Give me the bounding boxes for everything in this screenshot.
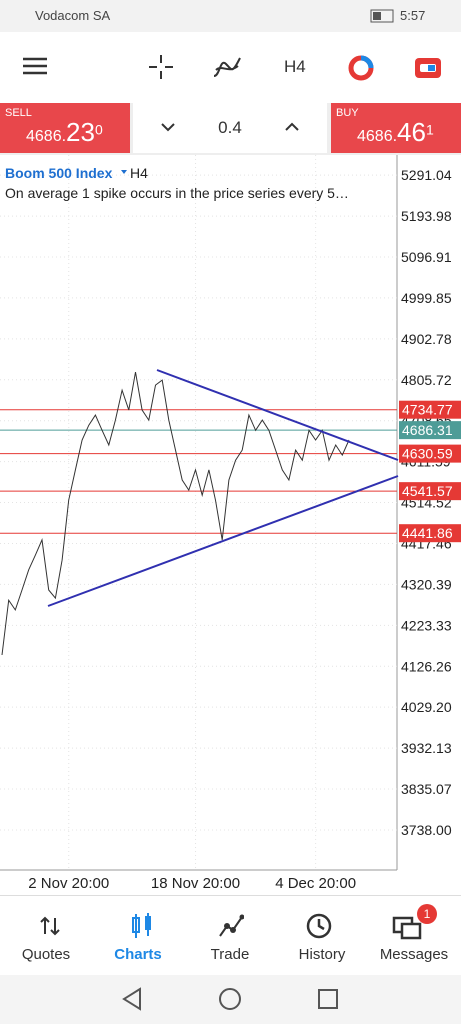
y-tick-label: 3835.07 (401, 781, 452, 797)
sell-price-main: 4686. (26, 128, 67, 145)
x-tick-label: 2 Nov 20:00 (28, 875, 109, 892)
messages-icon[interactable] (392, 910, 432, 942)
price-level-label: 4734.77 (402, 402, 453, 418)
price-level-tag (399, 421, 461, 440)
clock: 5:57 (400, 8, 426, 23)
y-tick-label: 4223.33 (401, 617, 452, 633)
status-bar: Vodacom SA 5:57 (0, 0, 461, 32)
bottom-nav: 1 Quotes Charts Trade History Messages (0, 895, 461, 976)
price-level-label: 4441.86 (402, 525, 453, 541)
x-tick-label: 4 Dec 20:00 (275, 875, 356, 892)
y-tick-label: 4805.72 (401, 372, 452, 388)
recents-button[interactable] (318, 989, 338, 1009)
timeframe-label: H4 (130, 165, 148, 181)
price-level-label: 4541.57 (402, 483, 453, 499)
y-tick-label: 3932.13 (401, 740, 452, 756)
sell-label: SELL (5, 107, 32, 119)
nav-label[interactable]: Messages (379, 946, 449, 963)
y-tick-label: 4126.26 (401, 658, 452, 674)
trendline (47, 475, 399, 607)
system-nav (0, 975, 461, 1024)
objects-button[interactable] (347, 54, 375, 82)
trade-bar: SELL 4686.230 0.4 BUY 4686.461 (0, 103, 461, 155)
y-tick-label: 3738.00 (401, 822, 452, 838)
buy-price-main: 4686. (357, 128, 398, 145)
carrier: Vodacom SA (35, 8, 111, 23)
sell-button[interactable]: SELL 4686.230 (0, 103, 130, 153)
indicators-button[interactable] (212, 54, 242, 80)
buy-price: 4686.461 (357, 117, 434, 148)
charts-icon[interactable] (130, 912, 154, 940)
volume-selector: 0.4 (133, 103, 327, 153)
price-level-tag (399, 400, 461, 419)
trendline (156, 369, 399, 461)
y-tick-label: 5193.98 (401, 208, 452, 224)
nav-label[interactable]: Trade (210, 946, 250, 963)
system-buttons (122, 987, 338, 1011)
symbol-description: On average 1 spike occurs in the price s… (5, 185, 349, 201)
price-level-label: 4630.59 (402, 446, 453, 462)
nav-label[interactable]: Quotes (21, 946, 71, 963)
buy-price-big: 46 (397, 117, 426, 147)
buy-button[interactable]: BUY 4686.461 (331, 103, 461, 153)
nav-label[interactable]: History (298, 946, 346, 963)
toolbar: H4 (0, 32, 461, 102)
quotes-icon[interactable] (38, 914, 62, 938)
price-line (1, 372, 350, 656)
sell-price-sup: 0 (94, 121, 103, 138)
messages-badge: 1 (417, 904, 437, 924)
y-tick-label: 4029.20 (401, 699, 452, 715)
x-tick-label: 18 Nov 20:00 (151, 875, 240, 892)
symbol-name: Boom 500 Index (5, 165, 113, 181)
price-chart[interactable]: 5291.04 5193.98 5096.91 4999.85 4902.78 4805.… (0, 155, 461, 895)
y-tick-label: 4902.78 (401, 331, 452, 347)
nav-label[interactable]: Charts (114, 946, 162, 963)
price-level-label: 4686.31 (402, 422, 453, 438)
price-level-tag (399, 524, 461, 543)
sell-price-big: 23 (66, 117, 95, 147)
increase-button[interactable] (285, 122, 299, 132)
y-tick-label: 4320.39 (401, 576, 452, 592)
trade-icon[interactable] (218, 914, 244, 938)
buy-price-sup: 1 (425, 121, 434, 138)
y-tick-label: 5291.04 (401, 167, 452, 183)
price-level-tag (399, 444, 461, 463)
buy-label: BUY (336, 107, 359, 119)
y-tick-label: 4999.85 (401, 290, 452, 306)
history-icon[interactable] (305, 912, 333, 940)
y-tick-label: 5096.91 (401, 249, 452, 265)
battery-icon (370, 9, 394, 23)
sell-price: 4686.230 (26, 117, 103, 148)
price-level-tag (399, 482, 461, 501)
timeframe-button[interactable]: H4 (284, 57, 306, 76)
trade-button[interactable] (414, 56, 442, 80)
menu-button[interactable] (22, 56, 48, 76)
decrease-button[interactable] (161, 122, 175, 132)
dropdown-arrow (121, 170, 127, 174)
home-button[interactable] (219, 988, 241, 1010)
crosshair-button[interactable] (148, 54, 174, 80)
volume-value[interactable]: 0.4 (218, 118, 242, 137)
back-button[interactable] (122, 987, 141, 1011)
